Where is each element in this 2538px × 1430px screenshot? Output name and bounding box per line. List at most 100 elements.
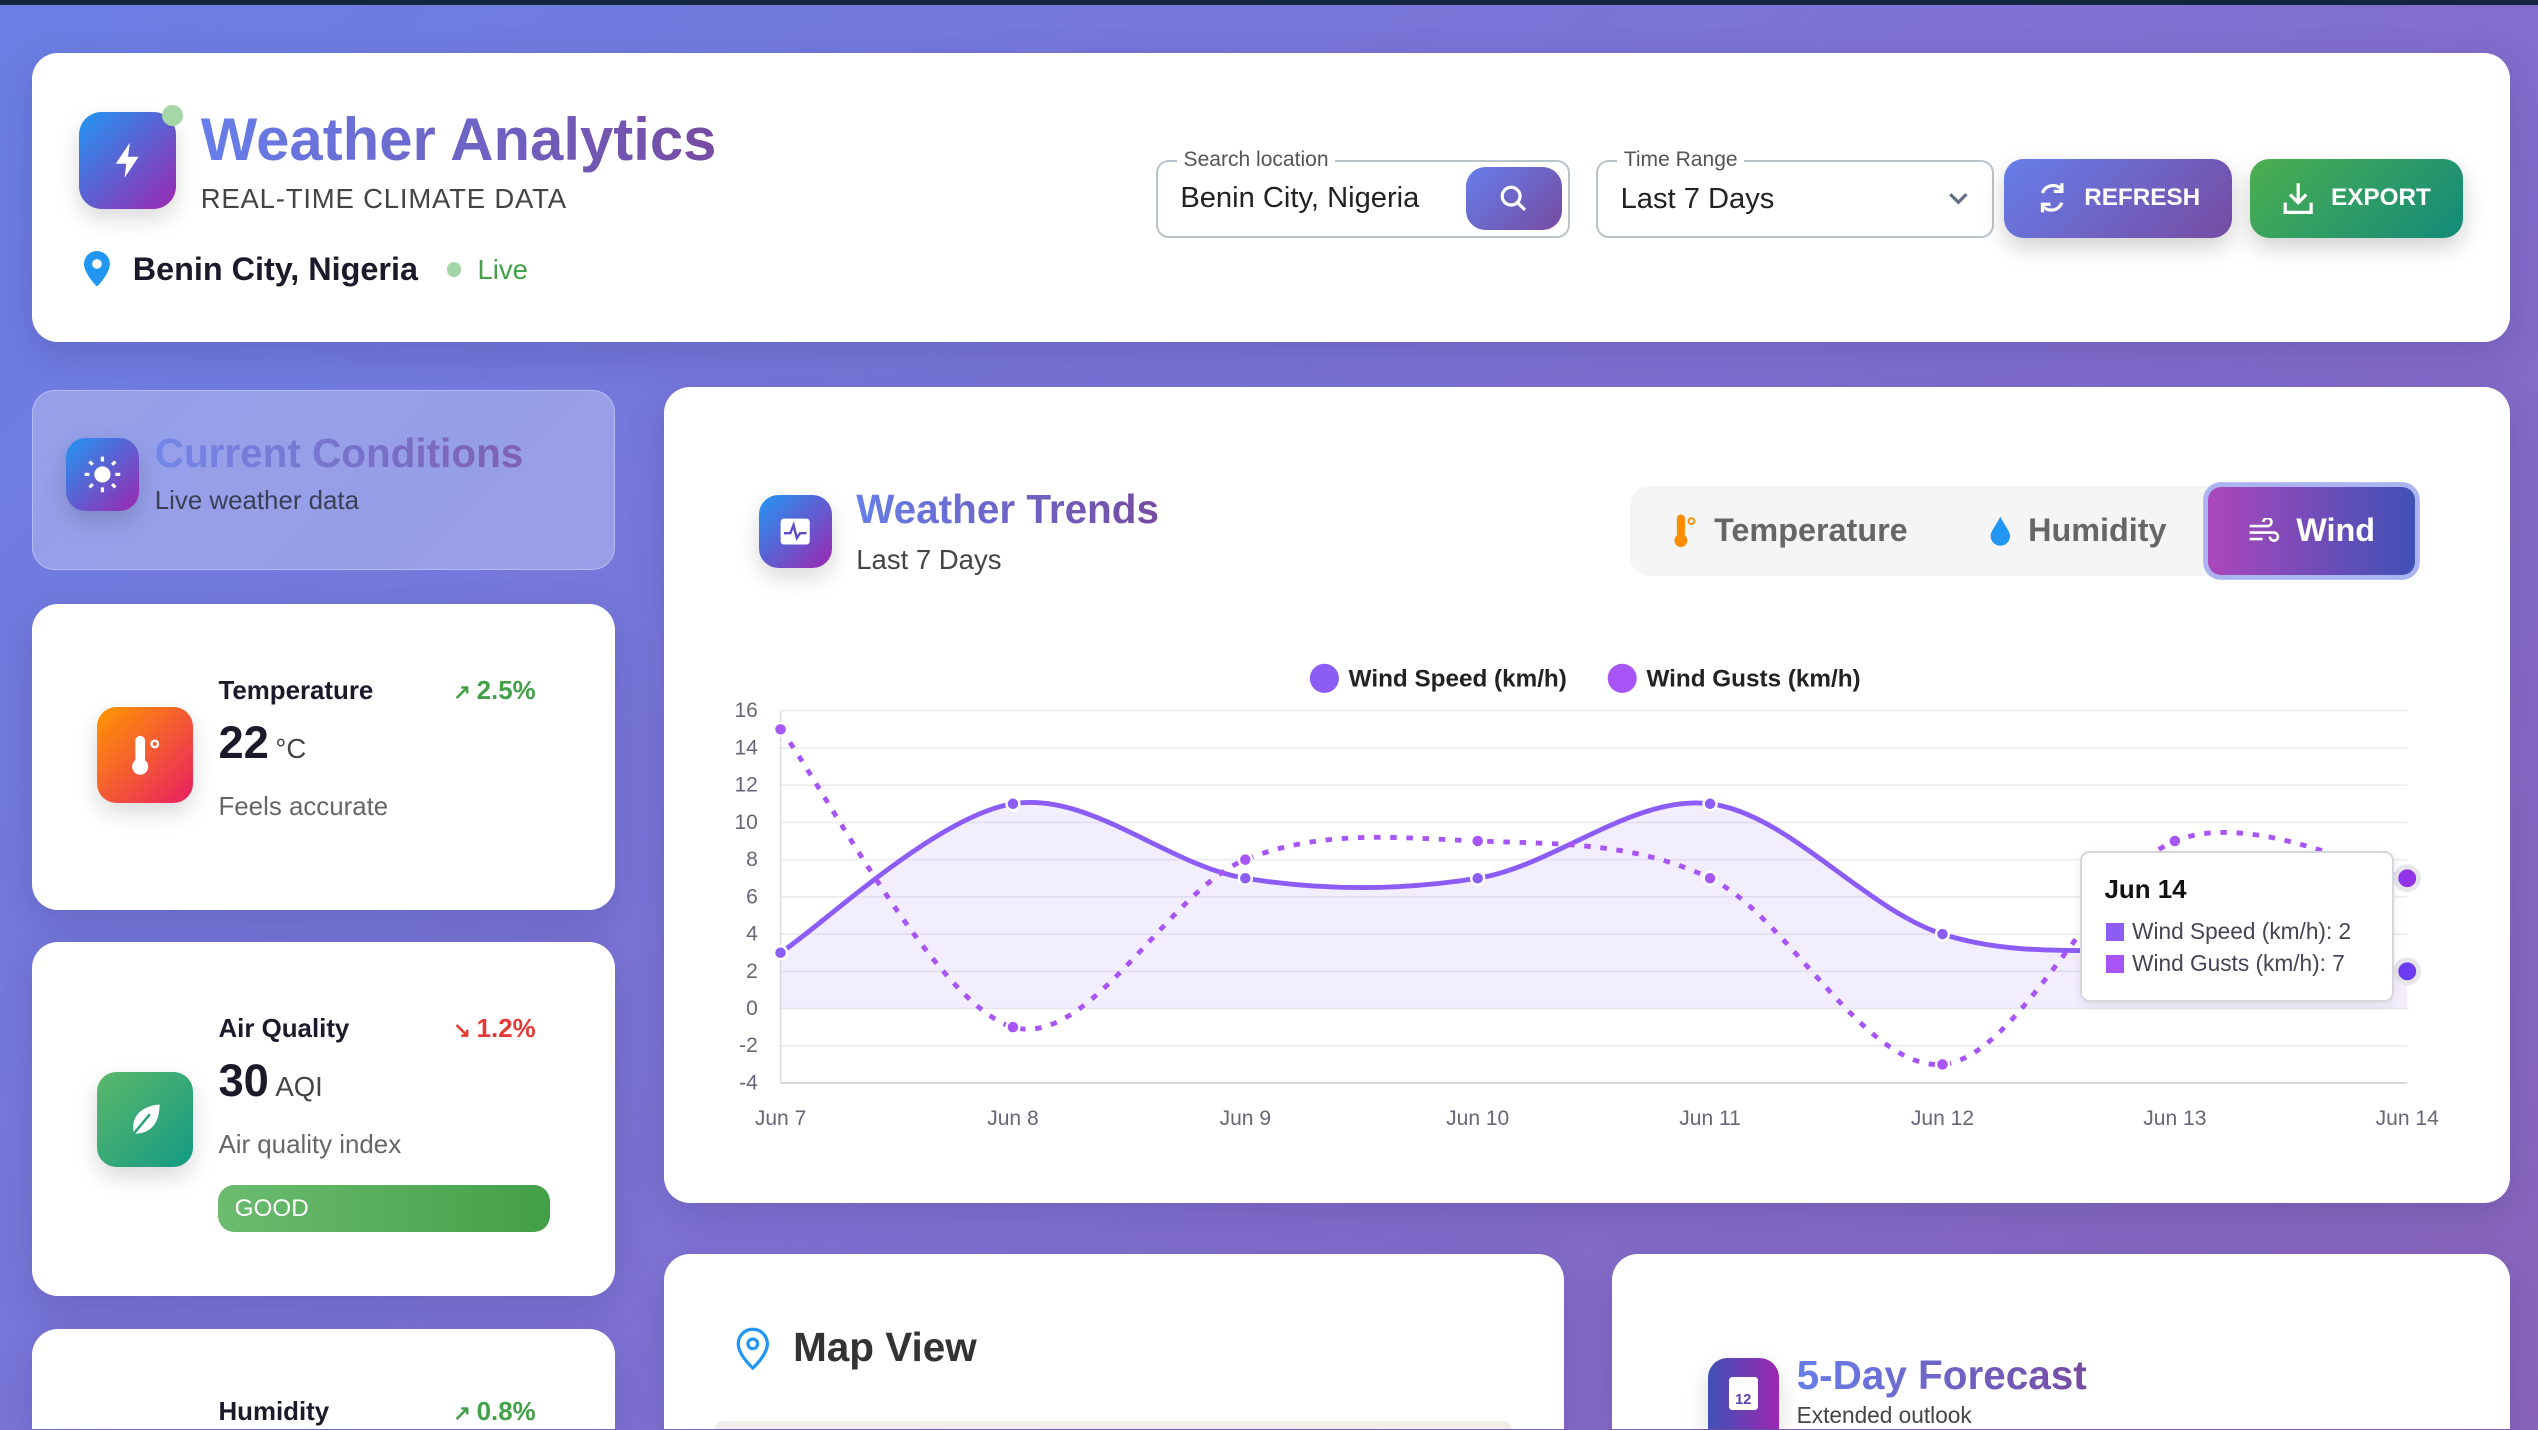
y-tick-label: 10 — [734, 811, 757, 834]
map-title: Map View — [793, 1324, 977, 1370]
data-point — [2166, 833, 2183, 849]
calendar-icon: 12 — [1728, 1377, 1758, 1410]
data-point — [1004, 795, 1021, 812]
temperature-value: 22 °C — [218, 717, 306, 769]
x-tick-label: Jun 11 — [1679, 1107, 1741, 1130]
app-title: Weather Analytics — [200, 106, 717, 174]
air-quality-value: 30 AQI — [218, 1055, 322, 1107]
refresh-icon — [2040, 183, 2064, 213]
tooltip-speed-swatch — [2106, 922, 2124, 941]
x-tick-label: Jun 9 — [1219, 1107, 1270, 1130]
air-quality-unit: AQI — [275, 1071, 323, 1103]
forecast-subtitle: Extended outlook — [1796, 1402, 1972, 1429]
series-area — [780, 802, 2407, 1009]
metric-tabs: Temperature Humidity Wind — [1629, 485, 2420, 577]
data-point — [1934, 1056, 1950, 1072]
map-card: Map View — [663, 1254, 1564, 1430]
search-field: Search location — [1155, 147, 1571, 238]
app-subtitle: REAL-TIME CLIMATE DATA — [200, 182, 567, 214]
current-conditions-card: Current Conditions Live weather data — [32, 390, 616, 570]
activity-chart-icon — [780, 518, 811, 545]
wind-chart: 16 14 12 10 8 6 4 2 0 -2 -4 Jun 7 Jun 8 Jun 9 Jun 10 Ju… — [734, 663, 2439, 1130]
air-quality-number: 30 — [218, 1055, 269, 1107]
search-button[interactable] — [1466, 167, 1562, 231]
x-tick-label: Jun 12 — [1911, 1107, 1974, 1130]
tab-humidity[interactable]: Humidity — [1989, 486, 2167, 577]
y-tick-label: 0 — [746, 997, 758, 1020]
tab-wind[interactable]: Wind — [2207, 487, 2415, 575]
data-point — [2393, 864, 2421, 892]
humidity-card: Humidity ↗ 0.8% — [32, 1328, 616, 1430]
thermometer-icon — [131, 735, 159, 775]
trends-subtitle: Last 7 Days — [856, 543, 1002, 575]
y-tick-label: 8 — [746, 848, 758, 871]
data-point — [1934, 926, 1950, 942]
tab-temperature[interactable]: Temperature — [1672, 486, 1908, 577]
x-tick-label: Jun 8 — [987, 1107, 1038, 1130]
trends-title: Weather Trends — [856, 485, 1159, 532]
location-pin-icon — [84, 250, 111, 287]
chevron-down-icon — [1948, 193, 1968, 205]
temperature-icon-box — [97, 707, 193, 803]
air-quality-change-value: 1.2% — [476, 1014, 536, 1043]
refresh-button[interactable]: REFRESH — [2003, 158, 2233, 238]
lightning-icon — [115, 142, 139, 178]
thermometer-icon — [1674, 514, 1696, 548]
air-quality-badge-label: GOOD — [234, 1194, 309, 1222]
live-dot — [446, 262, 462, 277]
data-point — [1469, 870, 1486, 886]
data-point — [1702, 795, 1718, 812]
location-label: Benin City, Nigeria — [132, 250, 418, 287]
time-range-select[interactable]: Time Range Last 7 Days — [1595, 147, 1995, 238]
x-tick-label: Jun 10 — [1446, 1107, 1509, 1130]
live-status: Live — [477, 254, 528, 286]
tooltip-gusts-swatch — [2106, 955, 2124, 974]
search-icon — [1500, 185, 1527, 212]
legend-swatch — [1607, 663, 1637, 693]
export-label: EXPORT — [2331, 184, 2431, 212]
current-conditions-title: Current Conditions — [154, 429, 524, 476]
data-point — [1237, 870, 1253, 886]
data-point — [1004, 1019, 1021, 1035]
humidity-change-value: 0.8% — [476, 1398, 536, 1427]
y-tick-label: 14 — [734, 736, 758, 759]
tooltip-speed: Wind Speed (km/h): 2 — [2132, 918, 2352, 945]
forecast-icon-box: 12 — [1707, 1357, 1779, 1430]
map-area[interactable] — [715, 1421, 1512, 1430]
data-point — [1469, 833, 1486, 849]
chart-tooltip: Jun 14 Wind Speed (km/h): 2 Wind Gusts (… — [2079, 851, 2394, 1002]
data-point — [772, 944, 788, 961]
live-indicator-dot — [161, 105, 183, 127]
export-button[interactable]: EXPORT — [2249, 158, 2464, 238]
trend-down-icon: ↘ — [453, 1018, 477, 1042]
search-input[interactable] — [1180, 181, 1456, 215]
data-point — [1237, 851, 1253, 868]
data-point — [772, 721, 788, 737]
forecast-title: 5-Day Forecast — [1796, 1351, 2087, 1398]
data-point — [2393, 957, 2421, 985]
air-quality-sub: Air quality index — [218, 1131, 402, 1160]
trend-up-icon: ↗ — [453, 1402, 477, 1426]
trend-up-icon: ↗ — [453, 680, 477, 704]
temperature-sub: Feels accurate — [218, 793, 389, 822]
temperature-change: ↗ 2.5% — [453, 677, 535, 706]
current-conditions-icon — [65, 438, 139, 511]
weather-trends-card: Weather Trends Last 7 Days Temperature H… — [663, 386, 2511, 1203]
temperature-card: Temperature ↗ 2.5% 22 °C Feels accurate — [32, 603, 616, 910]
y-tick-label: -4 — [739, 1071, 758, 1094]
legend-label: Wind Speed (km/h) — [1348, 665, 1566, 692]
sun-icon — [84, 456, 120, 493]
calendar-icon-text: 12 — [1735, 1392, 1752, 1409]
y-tick-label: 6 — [746, 885, 758, 908]
temperature-number: 22 — [218, 717, 269, 769]
time-range-value: Last 7 Days — [1620, 183, 1775, 216]
air-quality-change: ↘ 1.2% — [453, 1015, 535, 1044]
temperature-unit: °C — [275, 733, 307, 765]
y-tick-label: 16 — [734, 699, 757, 722]
temperature-change-value: 2.5% — [476, 676, 536, 705]
y-tick-label: -2 — [739, 1034, 758, 1057]
time-range-label: Time Range — [1617, 147, 1745, 172]
y-tick-label: 12 — [734, 773, 757, 796]
header-card: Weather Analytics REAL-TIME CLIMATE DATA… — [32, 53, 2511, 342]
x-tick-label: Jun 13 — [2143, 1107, 2206, 1130]
